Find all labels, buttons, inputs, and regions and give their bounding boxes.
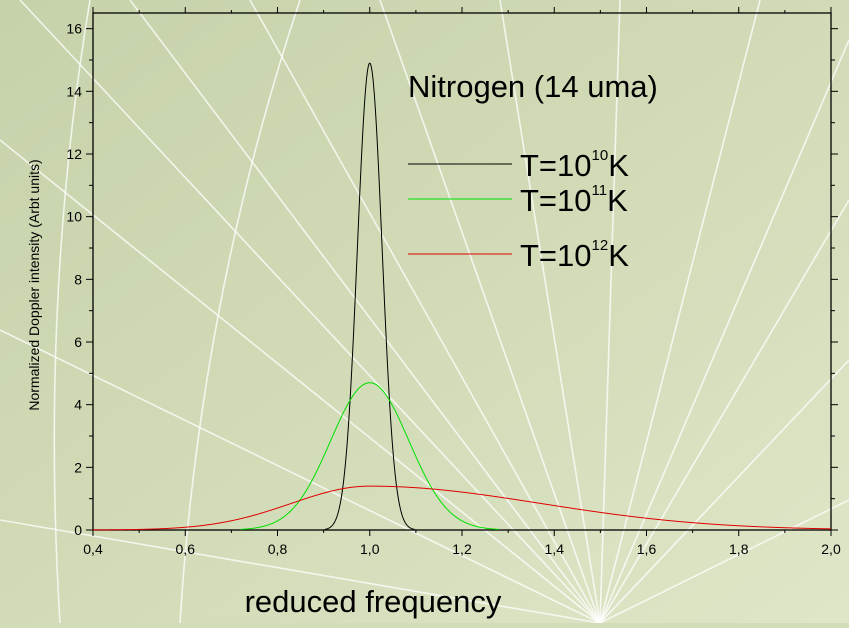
y-tick-label: 14: [66, 83, 82, 99]
y-tick-label: 10: [66, 209, 82, 225]
legend-entry-exponent: 12: [592, 237, 609, 254]
x-axis-tick-labels: 0,4 0,6 0,8 1,0 1,2 1,4 1,6 1,8 2,0: [83, 541, 841, 557]
legend-entry: T=1011K: [520, 182, 628, 218]
legend-entry-suffix: K: [608, 238, 629, 273]
legend-title: Nitrogen (14 uma): [408, 69, 658, 104]
legend-entry-suffix: K: [607, 183, 628, 218]
series-line: [93, 485, 832, 531]
y-tick-label: 2: [74, 459, 82, 475]
y-tick-label: 16: [66, 21, 82, 37]
x-tick-label: 0,4: [83, 541, 103, 557]
legend-entry-exponent: 11: [592, 182, 608, 199]
x-tick-label: 2,0: [821, 541, 841, 557]
series-line: [324, 62, 415, 530]
y-tick-label: 6: [74, 334, 82, 350]
x-tick-label: 1,2: [452, 541, 472, 557]
x-tick-label: 0,8: [268, 541, 288, 557]
series-lines: [93, 62, 832, 531]
y-tick-label: 12: [66, 146, 82, 162]
series-line: [240, 382, 499, 530]
y-axis-label: Normalized Doppler intensity (Arbt units…: [26, 159, 42, 410]
y-tick-label: 8: [74, 271, 82, 287]
y-axis-tick-labels: 0 2 4 6 8 10 12 14 16: [66, 21, 82, 538]
x-tick-label: 1,4: [545, 541, 565, 557]
x-tick-label: 1,6: [637, 541, 657, 557]
x-tick-label: 0,6: [176, 541, 196, 557]
legend: Nitrogen (14 uma) T=1010K T=1011K T=1012…: [408, 69, 658, 273]
legend-entry-exponent: 10: [592, 147, 609, 164]
y-tick-label: 0: [74, 522, 82, 538]
x-axis-label: reduced frequency: [245, 584, 502, 619]
legend-entry-suffix: K: [608, 148, 629, 183]
axis-ticks: [86, 7, 838, 536]
y-tick-label: 4: [74, 397, 82, 413]
legend-entry: T=1010K: [520, 147, 629, 183]
legend-entry-prefix: T=10: [520, 183, 592, 218]
x-tick-label: 1,0: [360, 541, 380, 557]
legend-entry: T=1012K: [520, 237, 629, 273]
x-tick-label: 1,8: [729, 541, 749, 557]
legend-entry-prefix: T=10: [520, 238, 592, 273]
legend-entry-prefix: T=10: [520, 148, 592, 183]
